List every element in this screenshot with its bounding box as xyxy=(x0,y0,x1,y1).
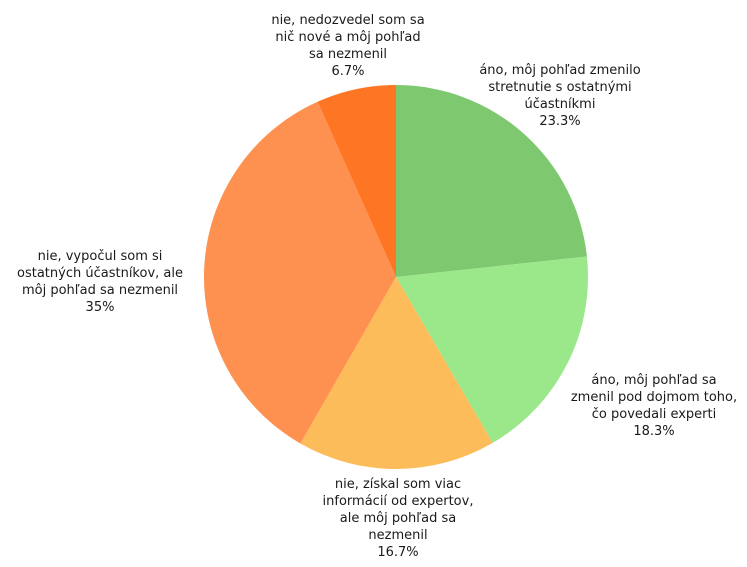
slice-label-line: nie, nedozvedel som sa xyxy=(271,13,424,28)
slice-label-4: nie, vypočul som si ostatných účastníkov,… xyxy=(17,249,183,315)
pie-labels: áno, môj pohľad zmenilo stretnutie s osta… xyxy=(17,13,737,560)
slice-label-line: sa nezmenil xyxy=(309,47,387,62)
slice-label-line: áno, môj pohľad zmenilo xyxy=(479,63,640,78)
slice-label-line: ostatných účastníkov, ale xyxy=(17,266,183,281)
slice-label-line: nezmenil xyxy=(368,528,427,543)
slice-percent: 6.7% xyxy=(331,64,364,79)
slice-label-line: stretnutie s ostatnými xyxy=(488,80,631,95)
slice-label-line: ale môj pohľad sa xyxy=(340,511,456,526)
slice-label-line: nie, získal som viac xyxy=(335,477,461,492)
slice-label-5: nie, nedozvedel som sa nič nové a môj poh… xyxy=(271,13,424,79)
slice-percent: 16.7% xyxy=(377,545,418,560)
slice-label-1: áno, môj pohľad zmenilo stretnutie s osta… xyxy=(479,63,640,129)
slice-percent: 23.3% xyxy=(539,114,580,129)
slice-percent: 18.3% xyxy=(633,424,674,439)
pie-slice-1 xyxy=(396,85,587,277)
slice-label-3: nie, získal som viac informácií od expert… xyxy=(323,477,474,560)
slice-label-line: zmenil pod dojmom toho, xyxy=(571,390,737,405)
pie-slices xyxy=(203,85,589,470)
slice-percent: 35% xyxy=(86,300,115,315)
slice-label-line: účastníkmi xyxy=(525,97,596,112)
pie-slice-5 xyxy=(317,85,396,277)
slice-label-line: čo povedali experti xyxy=(592,407,716,422)
slice-label-line: áno, môj pohľad sa xyxy=(591,373,716,388)
slice-label-line: nie, vypočul som si xyxy=(38,249,163,264)
slice-label-line: informácií od expertov, xyxy=(323,494,474,509)
pie-slice-3 xyxy=(300,277,493,470)
pie-slice-2 xyxy=(396,256,589,443)
slice-label-line: nič nové a môj pohľad xyxy=(275,30,420,45)
slice-label-line: môj pohľad sa nezmenil xyxy=(22,283,178,298)
slice-label-2: áno, môj pohľad sa zmenil pod dojmom toho… xyxy=(571,373,737,439)
pie-slice-4 xyxy=(203,101,396,444)
